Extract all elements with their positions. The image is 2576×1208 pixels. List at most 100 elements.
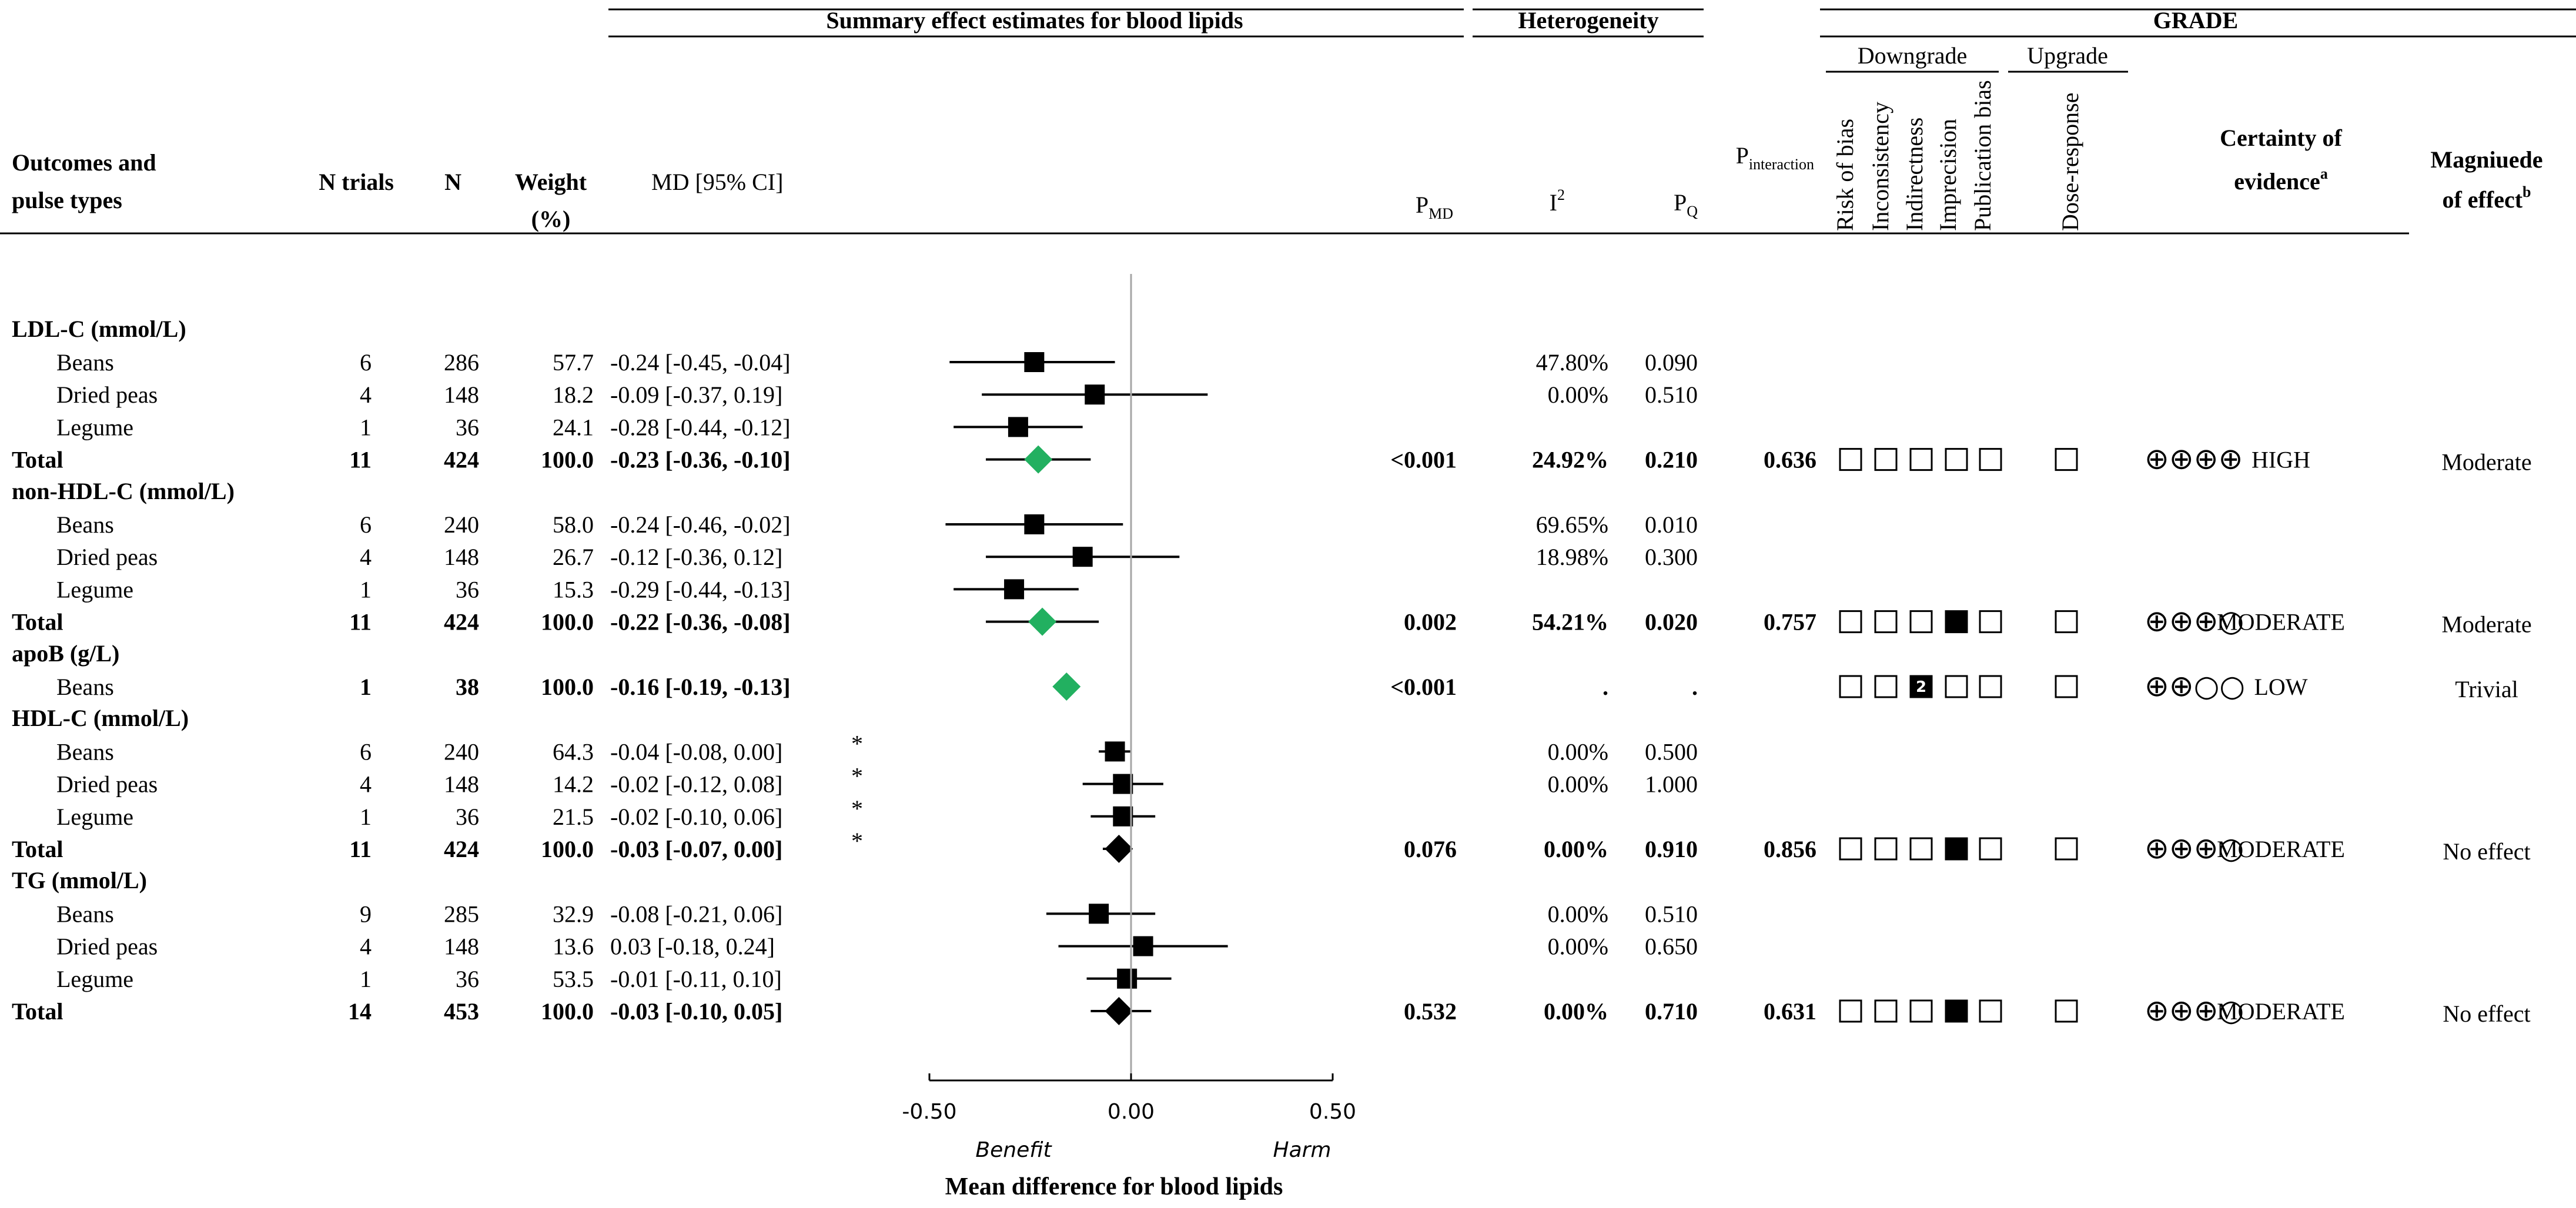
- header-p-md: PMD: [1416, 192, 1453, 222]
- row-n: 36: [456, 966, 479, 992]
- row-n-trials: 1: [360, 674, 372, 700]
- row-footnote-star: *: [851, 763, 863, 789]
- table-body: LDL-C (mmol/L) Beans 6 286 57.7 -0.24 [-0.45,…: [12, 316, 2532, 1028]
- row-md-ci: -0.28 [-0.44, -0.12]: [610, 414, 791, 440]
- row-i2: 47.80%: [1536, 349, 1608, 376]
- certainty-label: LOW: [2254, 674, 2307, 700]
- magnitude-of-effect: Moderate: [2441, 449, 2531, 476]
- study-estimate-square: [1089, 904, 1109, 924]
- certainty-symbols: ⊕⊕○○: [2145, 669, 2245, 703]
- row-n: 285: [444, 901, 479, 927]
- row-p-q: 0.300: [1645, 544, 1698, 570]
- certainty-symbols: ⊕⊕⊕⊕: [2145, 442, 2243, 476]
- row-md-ci: -0.03 [-0.07, 0.00]: [610, 836, 782, 862]
- magnitude-of-effect: No effect: [2443, 1000, 2530, 1027]
- row-i2: 0.00%: [1548, 933, 1608, 960]
- dose-response-box: [2055, 999, 2078, 1023]
- row-i2: 24.92%: [1532, 447, 1608, 473]
- row-p-q: 0.510: [1645, 382, 1698, 408]
- study-estimate-square: [1004, 579, 1025, 600]
- x-tick-label: 0.00: [1108, 1100, 1155, 1124]
- row-pulse-label: Dried peas: [56, 933, 158, 960]
- row-i2: 54.21%: [1532, 609, 1608, 635]
- row-n-trials: 4: [360, 933, 372, 960]
- row-footnote-star: *: [851, 828, 863, 854]
- row-pulse-label: Legume: [56, 966, 133, 992]
- row-n-trials: 4: [360, 771, 372, 798]
- certainty-label: MODERATE: [2217, 998, 2345, 1025]
- row-pulse-label: Beans: [56, 349, 114, 376]
- grade-box: [1979, 837, 2002, 861]
- header-p-interaction: Pinteraction: [1736, 142, 1814, 173]
- row-p-q: 0.020: [1645, 609, 1698, 635]
- row-i2: .: [1603, 674, 1608, 700]
- row-n: 453: [444, 998, 479, 1025]
- row-pulse-label: Beans: [56, 674, 114, 700]
- grade-box: [1909, 610, 1933, 634]
- row-i2: 0.00%: [1548, 382, 1608, 408]
- row-n: 240: [444, 738, 479, 765]
- row-weight: 32.9: [553, 901, 594, 927]
- row-n-trials: 9: [360, 901, 372, 927]
- grade-box: [1874, 448, 1898, 471]
- certainty-label: MODERATE: [2217, 609, 2345, 635]
- row-n-trials: 1: [360, 576, 372, 603]
- row-weight: 15.3: [553, 576, 594, 603]
- header-downgrade: Downgrade: [1858, 42, 1968, 69]
- row-weight: 58.0: [553, 511, 594, 538]
- study-estimate-square: [1085, 384, 1105, 405]
- row-md-ci: -0.09 [-0.37, 0.19]: [610, 382, 782, 408]
- row-p-interaction: 0.631: [1764, 998, 1816, 1025]
- header-imprecision: Imprecision: [1935, 119, 1961, 231]
- magnitude-of-effect: No effect: [2443, 838, 2530, 865]
- study-estimate-square: [1008, 417, 1028, 437]
- row-p-md: 0.532: [1404, 998, 1457, 1025]
- grade-box: [1909, 837, 1933, 861]
- row-n: 286: [444, 349, 479, 376]
- magnitude-of-effect: Moderate: [2441, 611, 2531, 638]
- row-n: 148: [444, 771, 479, 798]
- row-md-ci: -0.16 [-0.19, -0.13]: [610, 674, 791, 700]
- study-estimate-square: [1024, 352, 1045, 372]
- study-estimate-square: [1024, 514, 1045, 534]
- outcome-title: HDL-C (mmol/L): [12, 705, 189, 731]
- header-outcomes: Outcomes and: [12, 149, 156, 176]
- annotation-benefit: Benefit: [975, 1138, 1052, 1162]
- pooled-estimate-diamond: [1024, 445, 1053, 474]
- row-n-trials: 1: [360, 804, 372, 830]
- certainty-label: MODERATE: [2217, 836, 2345, 862]
- grade-box-mark: 2: [1916, 678, 1926, 696]
- row-weight: 100.0: [541, 447, 594, 473]
- header-group-summary: Summary effect estimates for blood lipid…: [826, 7, 1243, 34]
- header-certainty: Certainty of: [2220, 125, 2342, 151]
- pooled-estimate-diamond: [1028, 607, 1057, 636]
- row-p-md: <0.001: [1390, 447, 1457, 473]
- row-n: 148: [444, 544, 479, 570]
- row-n: 148: [444, 382, 479, 408]
- dose-response-box: [2055, 675, 2078, 698]
- row-weight: 100.0: [541, 674, 594, 700]
- header-weight-unit: (%): [531, 206, 571, 232]
- header-risk-of-bias: Risk of bias: [1832, 119, 1858, 231]
- row-n: 240: [444, 511, 479, 538]
- grade-box: [1979, 999, 2002, 1023]
- row-n: 36: [456, 414, 479, 440]
- rule-lines: [0, 8, 2576, 235]
- row-n-trials: 11: [349, 609, 372, 635]
- row-md-ci: -0.24 [-0.45, -0.04]: [610, 349, 791, 376]
- row-p-md: 0.002: [1404, 609, 1457, 635]
- grade-box: [1839, 675, 1862, 698]
- row-md-ci: -0.24 [-0.46, -0.02]: [610, 511, 791, 538]
- dose-response-box: [2055, 837, 2078, 861]
- pooled-estimate-diamond: [1105, 835, 1133, 863]
- grade-box: [1839, 837, 1862, 861]
- row-weight: 100.0: [541, 609, 594, 635]
- row-total-label: Total: [12, 609, 63, 635]
- header-inconsistency: Inconsistency: [1867, 102, 1893, 231]
- row-n: 38: [456, 674, 479, 700]
- row-p-q: 0.910: [1645, 836, 1698, 862]
- row-weight: 57.7: [553, 349, 594, 376]
- study-estimate-square: [1113, 774, 1133, 794]
- header-group-grade: GRADE: [2153, 7, 2238, 34]
- grade-box: [1839, 448, 1862, 471]
